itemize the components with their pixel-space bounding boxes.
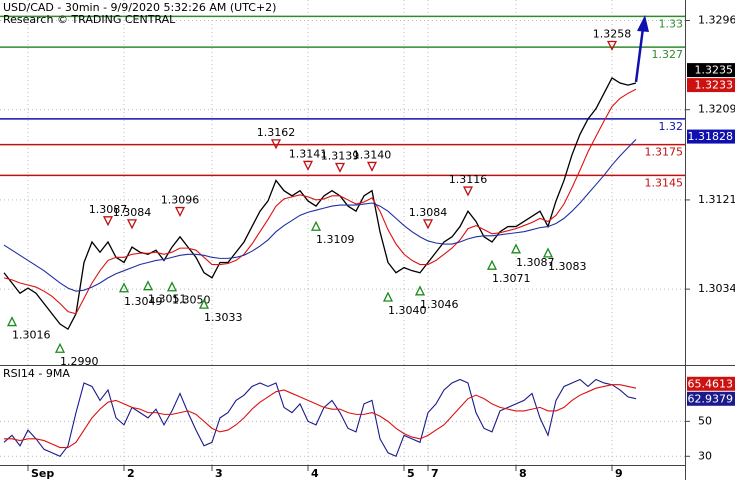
x-tick-label: 2 [127,467,135,480]
price-tag-label: 1.3233 [695,79,734,92]
high-marker [102,216,114,227]
level-label: 1.3145 [645,176,684,189]
high-label: 1.3096 [161,194,200,207]
y-tick-label: 50 [698,414,712,427]
price-tag [687,376,735,391]
x-tick-label: 8 [519,467,527,480]
high-label: 1.3084 [113,206,152,219]
high-marker [302,160,314,171]
rsi-title: RSI14 - 9MA [3,367,70,380]
high-label: 1.3084 [409,206,448,219]
low-marker [118,282,130,293]
forecast-arrow [634,15,649,83]
series-line [3,378,637,458]
high-label: 1.3258 [593,27,632,40]
high-label: 1.3116 [449,173,488,186]
low-marker [166,281,178,292]
level-label: 1.33 [659,17,684,30]
low-marker [310,220,322,231]
low-label: 1.2990 [60,355,99,368]
level-label: 1.327 [652,48,684,61]
low-marker [6,316,18,327]
high-label: 1.3087 [89,203,128,216]
high-marker [422,219,434,230]
high-label: 1.3162 [257,126,296,139]
high-marker [270,139,282,150]
low-marker [542,247,554,258]
price-tag-label: 1.31828 [688,130,734,143]
y-tick-label: 1.3034 [698,282,735,295]
series-line [3,88,637,315]
high-marker [174,206,186,218]
x-tick-label: 3 [215,467,223,480]
high-marker [334,162,346,173]
high-marker [366,161,378,172]
low-marker [486,259,498,270]
price-tag [687,129,735,144]
series-line [4,384,637,449]
price-tag [687,78,735,93]
level-label: 1.3175 [645,146,684,159]
high-label: 1.3140 [353,148,392,161]
level-label: 1.32 [659,120,684,133]
high-label: 1.3139 [321,149,360,162]
high-label: 1.3141 [289,147,328,160]
high-marker [606,40,618,51]
low-label: 1.3016 [12,329,51,342]
price-tag-label: 65.4613 [688,377,734,390]
price-tag-label: 62.9379 [688,392,734,405]
low-marker [510,243,522,254]
high-marker [126,219,138,230]
y-tick-label: 1.3209 [698,103,735,116]
low-marker [382,291,394,302]
low-label: 1.3046 [420,298,459,311]
low-label: 1.3071 [492,272,531,285]
y-tick-label: 1.3296 [698,14,735,27]
x-tick-label: 5 [407,467,415,480]
low-label: 1.3083 [548,260,587,273]
series-line [3,76,637,331]
price-tag [687,391,735,406]
high-marker [462,186,474,197]
low-marker [142,280,154,291]
low-label: 1.3033 [204,311,243,324]
low-label: 1.3109 [316,233,355,246]
price-tag [687,63,735,78]
low-marker [54,342,66,353]
x-tick-label: 9 [615,467,623,480]
x-tick-label: 4 [311,467,319,480]
series-line [3,139,637,292]
low-label: 1.3050 [172,294,211,307]
x-tick-label: 7 [431,467,439,480]
low-label: 1.3040 [388,304,427,317]
low-marker [414,285,426,296]
low-marker [198,298,210,309]
y-tick-label: 1.3121 [698,193,735,206]
y-tick-label: 30 [698,449,712,462]
chart-source: Research © TRADING CENTRAL [3,13,176,26]
low-label: 1.3087 [516,256,555,269]
low-label: 1.3049 [124,295,163,308]
chart-title: USD/CAD - 30min - 9/9/2020 5:32:26 AM (U… [3,1,276,14]
x-tick-label: Sep [31,467,54,480]
low-label: 1.3051 [148,293,187,306]
price-tag-label: 1.3235 [695,64,734,77]
